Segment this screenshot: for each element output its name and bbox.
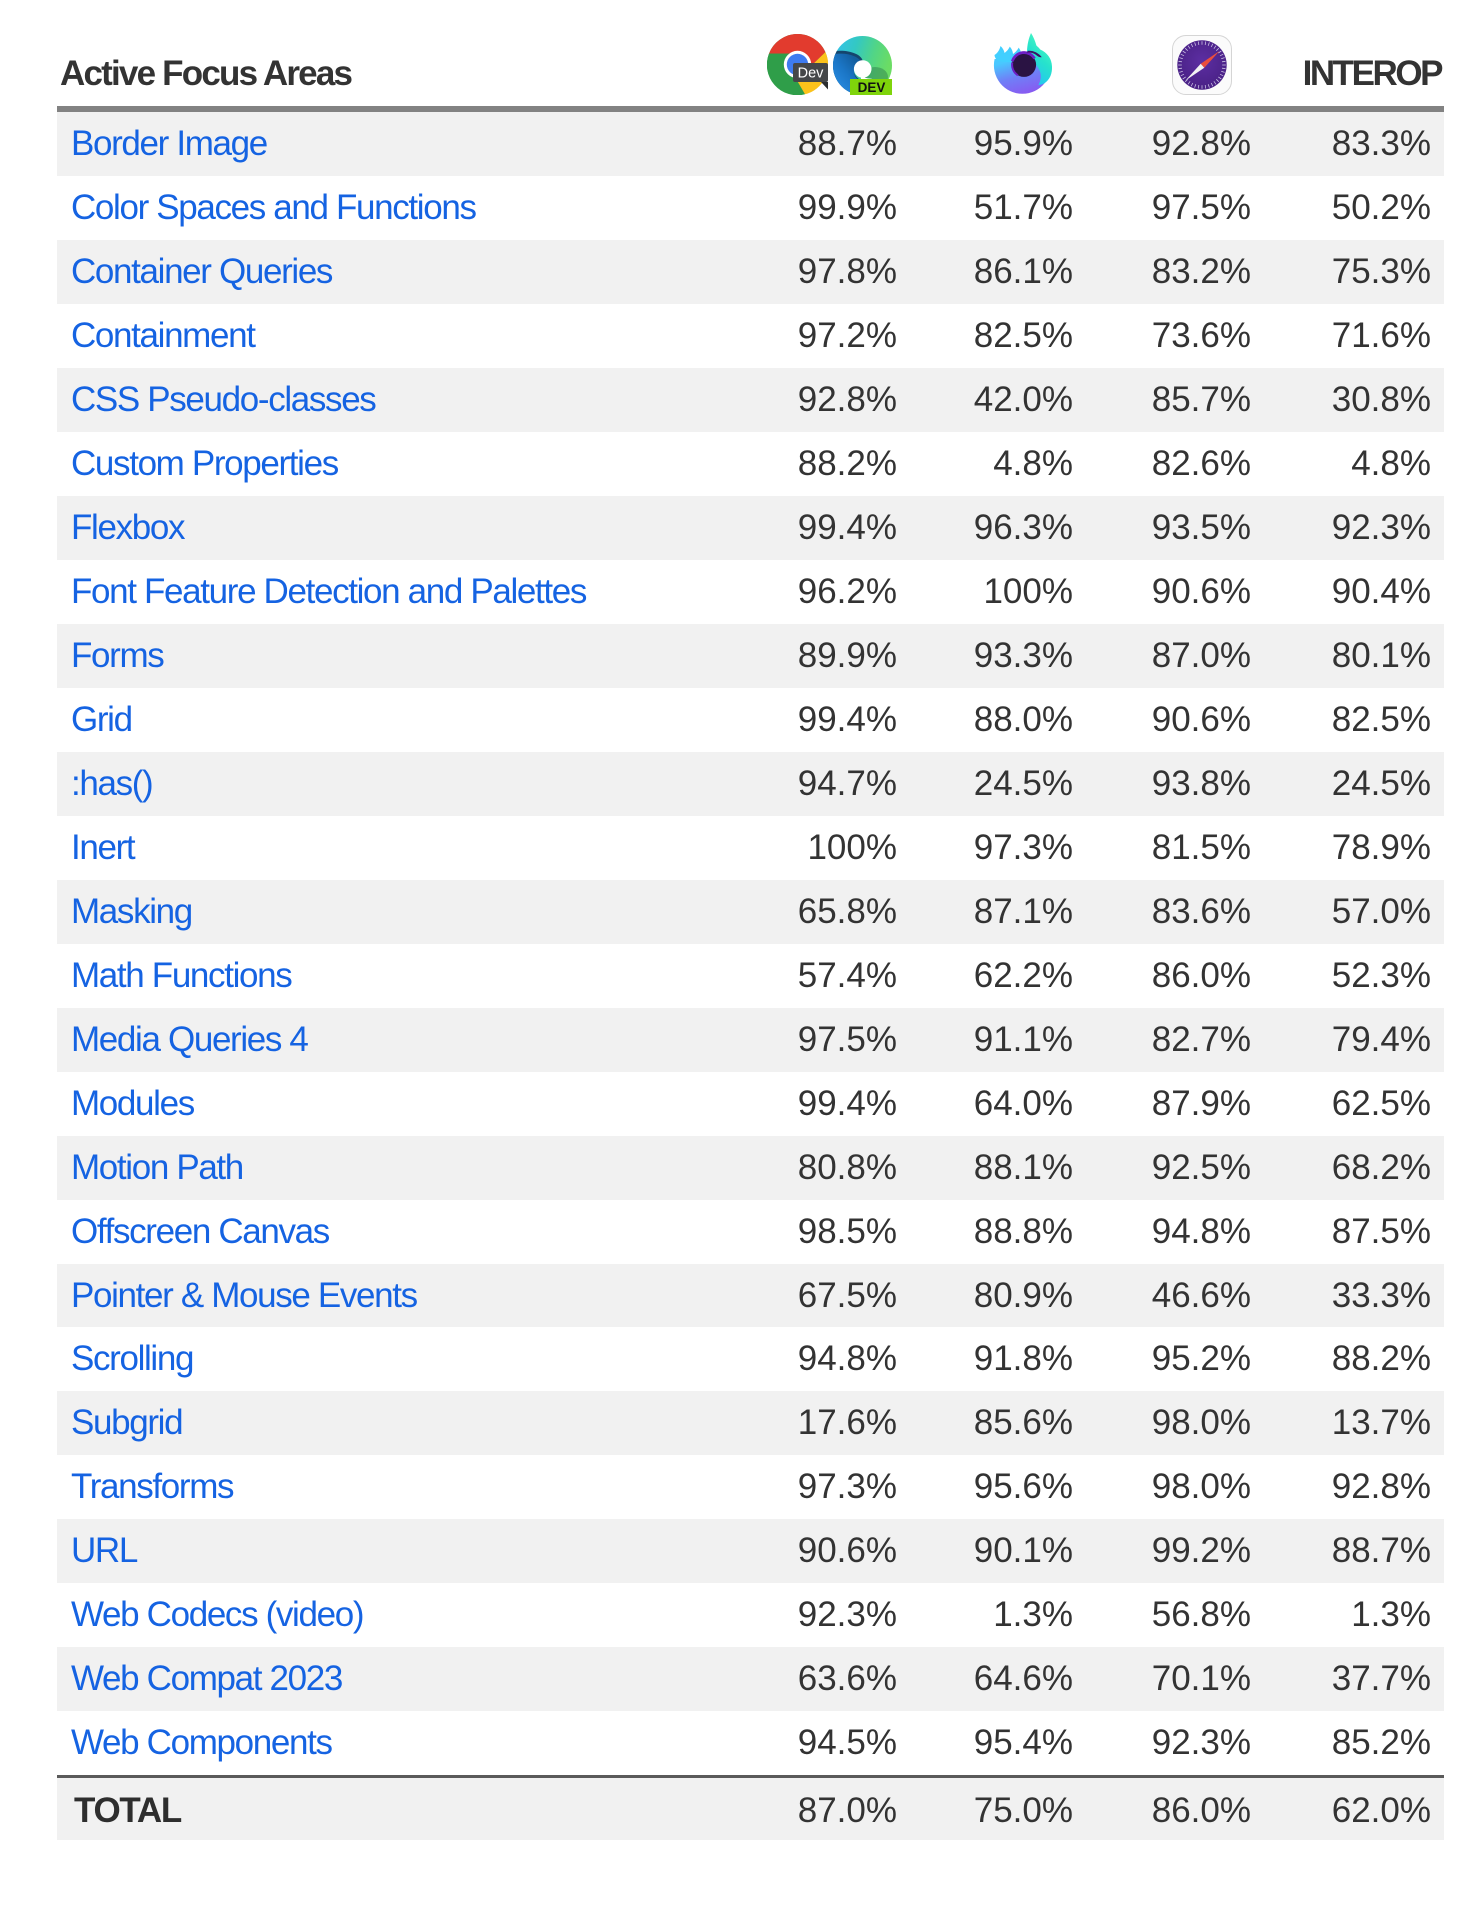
svg-text:Dev: Dev <box>798 66 825 82</box>
svg-text:DEV: DEV <box>858 80 886 95</box>
